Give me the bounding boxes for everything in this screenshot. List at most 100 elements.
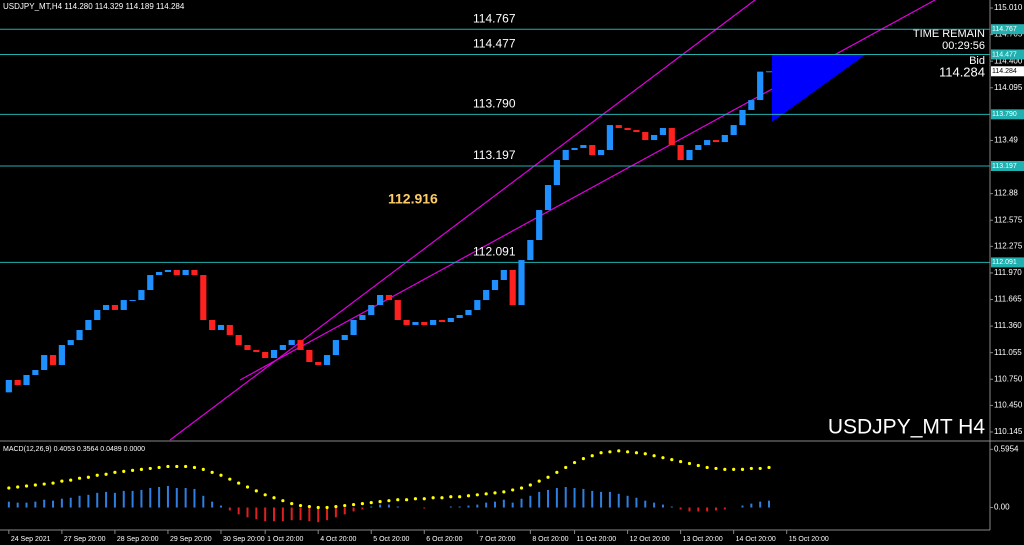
- candle-body: [394, 300, 401, 320]
- level-label: 114.477: [473, 37, 516, 51]
- macd-bar: [370, 506, 373, 508]
- x-tick-label: 29 Sep 20:00: [170, 536, 212, 543]
- signal-dot: [608, 450, 612, 454]
- macd-bar: [113, 492, 116, 508]
- x-tick-label: 5 Oct 20:00: [373, 536, 409, 543]
- macd-bar: [555, 487, 558, 508]
- candle-body: [544, 185, 552, 211]
- y-tick-label: 111.055: [994, 348, 1022, 357]
- macd-bar: [591, 490, 594, 508]
- candle-body: [438, 320, 446, 323]
- y-tick-label: 112.88: [994, 189, 1018, 198]
- candle-body: [323, 355, 331, 365]
- candle-body: [23, 374, 30, 386]
- signal-dot: [396, 498, 400, 502]
- candle-body: [748, 100, 755, 110]
- macd-bar: [255, 507, 258, 520]
- macd-bar: [511, 502, 514, 508]
- macd-bar: [706, 507, 709, 512]
- macd-bar: [184, 487, 187, 508]
- signal-dot: [237, 481, 241, 485]
- signal-dot: [263, 493, 267, 497]
- candle-body: [456, 315, 463, 318]
- signal-dot: [714, 466, 718, 471]
- macd-bar: [290, 507, 293, 521]
- macd-bar: [299, 507, 302, 521]
- macd-bar: [166, 486, 169, 508]
- candle-body: [94, 309, 101, 320]
- trend-line: [169, 0, 756, 441]
- macd-bar: [105, 491, 108, 508]
- candle-body: [164, 269, 172, 272]
- candle-body: [757, 71, 764, 101]
- macd-bar: [273, 507, 276, 522]
- signal-dot: [95, 473, 99, 477]
- x-tick-label: 28 Sep 20:00: [117, 536, 159, 543]
- signal-dot: [758, 466, 762, 471]
- macd-bar: [219, 505, 222, 508]
- signal-dot: [210, 470, 214, 474]
- candle-body: [244, 345, 251, 350]
- macd-bar: [476, 504, 479, 508]
- signal-dot: [590, 454, 594, 458]
- candle-body: [49, 355, 57, 365]
- signal-dot: [528, 483, 532, 487]
- candle-body: [721, 134, 728, 143]
- signal-dot: [634, 451, 639, 455]
- signal-dot: [51, 481, 55, 485]
- candle-body: [589, 145, 596, 156]
- candle-body: [633, 130, 640, 133]
- signal-dot: [670, 458, 674, 462]
- candle-body: [32, 370, 39, 375]
- signal-dot: [687, 461, 692, 466]
- candle-body: [659, 128, 667, 135]
- candle-body: [704, 140, 711, 146]
- candle-body: [553, 160, 560, 186]
- macd-bar: [467, 505, 470, 508]
- macd-bar: [60, 498, 63, 508]
- signal-dot: [555, 470, 559, 474]
- candle-body: [615, 125, 622, 129]
- level-tag: [991, 161, 1024, 172]
- macd-bar: [361, 507, 364, 510]
- candle-body: [403, 320, 410, 325]
- candle-body: [270, 349, 278, 358]
- signal-dot: [7, 486, 11, 490]
- macd-bar: [714, 507, 717, 511]
- macd-bar: [697, 507, 700, 512]
- signal-dot: [679, 459, 683, 464]
- y-tick-label: 110.450: [994, 401, 1023, 410]
- macd-bar: [547, 489, 550, 508]
- signal-dot: [643, 452, 647, 456]
- level-tag-label: 114.767: [992, 26, 1017, 33]
- level-label: 113.790: [473, 97, 516, 111]
- signal-dot: [378, 500, 382, 504]
- macd-bar: [520, 498, 523, 508]
- y-tick-label: 110.145: [994, 427, 1023, 436]
- signal-dot: [343, 503, 347, 508]
- time-remain-label: TIME REMAIN: [913, 28, 985, 40]
- candle-body: [447, 317, 454, 323]
- bid-value: 114.284: [939, 64, 985, 79]
- signal-dot: [405, 498, 409, 502]
- macd-bar: [352, 507, 355, 512]
- signal-dot: [139, 467, 144, 471]
- level-tag: [991, 24, 1024, 35]
- y-tick-label: 112.575: [994, 215, 1023, 224]
- signal-dot: [387, 499, 391, 503]
- candle-body: [253, 349, 260, 352]
- x-tick-label: 24 Sep 2021: [11, 536, 51, 543]
- macd-bar: [25, 502, 28, 508]
- signal-dot: [33, 483, 37, 487]
- macd-bar: [326, 507, 329, 521]
- y-tick-label: 114.400: [994, 56, 1023, 65]
- candle-body: [642, 132, 649, 141]
- macd-bar: [423, 507, 426, 509]
- candle-body: [712, 140, 720, 143]
- candle-body: [562, 149, 569, 160]
- x-tick-label: 6 Oct 20:00: [426, 536, 462, 543]
- signal-dot: [113, 470, 117, 474]
- macd-bar: [750, 503, 753, 508]
- y-tick-label: 111.360: [994, 321, 1022, 330]
- candle-body: [624, 128, 631, 131]
